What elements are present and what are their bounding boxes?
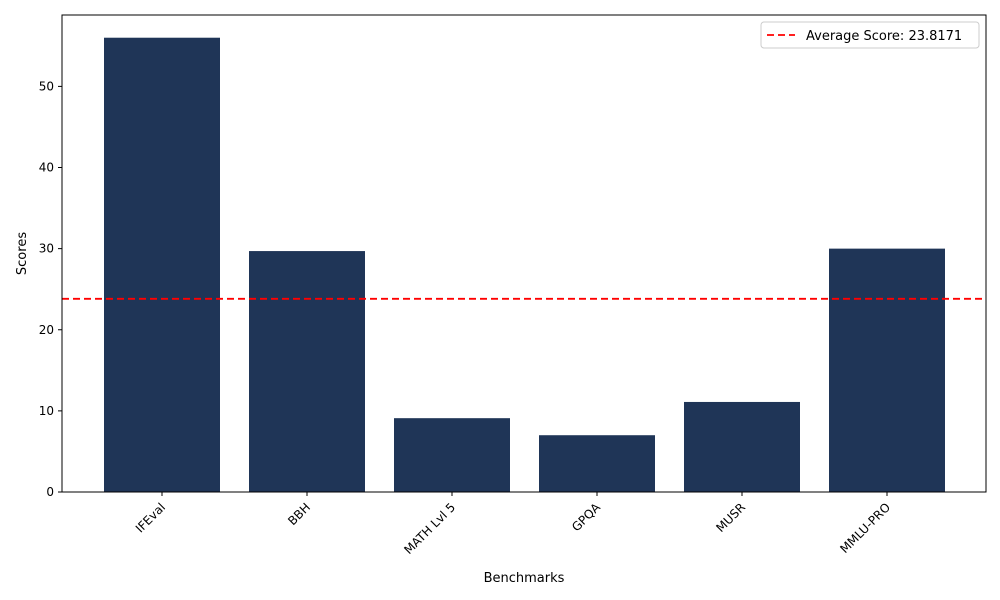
bar-musr: [684, 401, 800, 492]
bars-group: [104, 37, 945, 492]
y-ticks-group: 0 10 20 30 40 50: [39, 79, 62, 499]
bar-bbh: [249, 251, 365, 492]
x-tick-label: MATH Lvl 5: [401, 500, 458, 557]
x-ticks-group: IFEval BBH MATH Lvl 5 GPQA MUSR MMLU-PRO: [133, 492, 893, 557]
bar-math-lvl-5: [394, 418, 510, 492]
x-tick-label: BBH: [285, 500, 313, 528]
y-tick-label: 50: [39, 79, 54, 93]
x-axis-label: Benchmarks: [484, 571, 565, 586]
x-tick-label: MMLU-PRO: [837, 500, 893, 556]
bar-ifeval: [104, 37, 220, 492]
y-tick-label: 10: [39, 404, 54, 418]
y-tick-label: 30: [39, 242, 54, 256]
y-tick-label: 20: [39, 323, 54, 337]
bar-gpqa: [539, 435, 655, 492]
legend-box: [760, 21, 980, 49]
legend-label: Average Score: 23.8171: [806, 29, 962, 44]
y-tick-label: 40: [39, 161, 54, 175]
x-tick-label: IFEval: [133, 500, 168, 535]
plot-frame: [61, 14, 987, 493]
y-axis-label: Scores: [15, 232, 30, 275]
legend: Average Score: 23.8171: [760, 21, 980, 49]
x-tick-label: MUSR: [713, 500, 748, 535]
y-tick-label: 0: [46, 485, 54, 499]
x-tick-label: GPQA: [569, 500, 604, 535]
bar-mmlu-pro: [829, 248, 945, 492]
